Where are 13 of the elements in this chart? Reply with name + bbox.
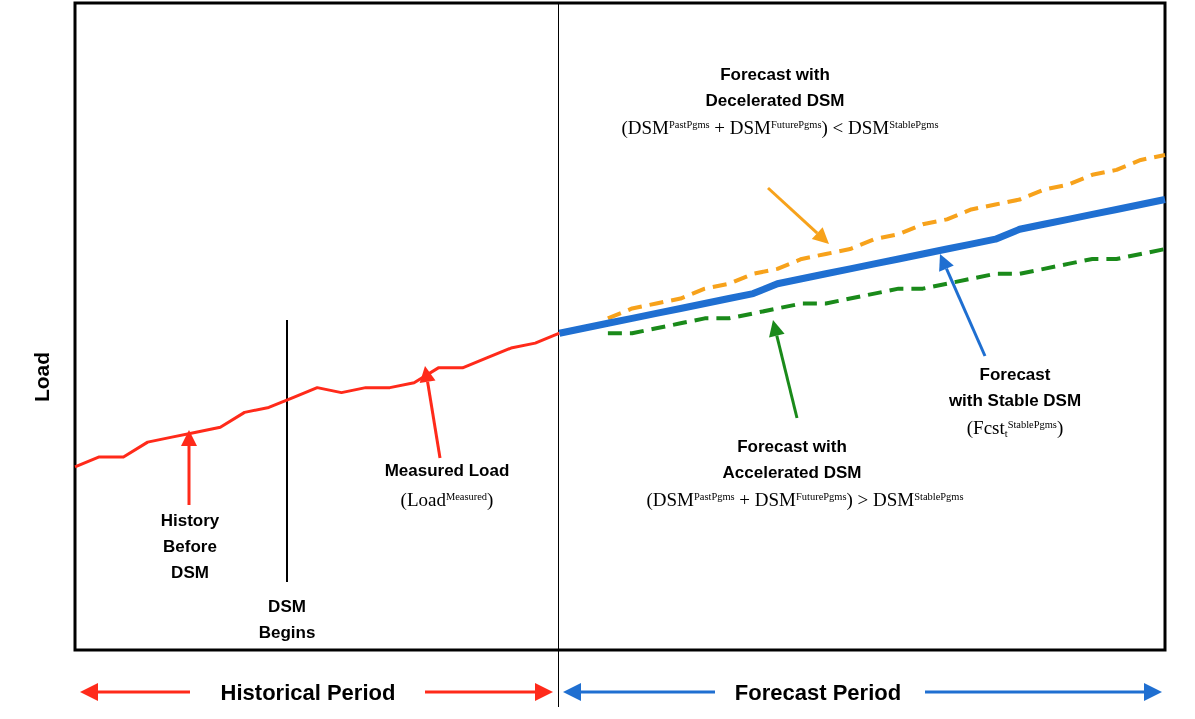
annotation: Measured Load — [384, 461, 510, 480]
text: Forecast Period — [734, 680, 902, 705]
annotation: (Load$^{Measured}$) — [400, 489, 494, 511]
annotation: (DSM$^{PastPgms}$ + DSM$^{FuturePgms}$) > DSM$^{StablePgms}$ — [646, 489, 964, 511]
annotation: Forecast with Stable DSM — [947, 365, 1082, 410]
y-axis-title: Load — [30, 351, 53, 403]
text: Forecast with Decelerated DSM — [705, 65, 845, 110]
annotation: DSM Begins — [258, 597, 316, 642]
text: Historical Period — [220, 680, 396, 705]
annotation: History Before DSM — [160, 511, 220, 582]
annotation: Forecast with Accelerated DSM — [722, 437, 862, 482]
annotation: (Fcst$_{t}$$^{StablePgms}$) — [966, 417, 1064, 439]
text: (DSM$^{PastPgms}$ + DSM$^{FuturePgms}$) < DSM$^{StablePgms}$ — [621, 117, 939, 139]
